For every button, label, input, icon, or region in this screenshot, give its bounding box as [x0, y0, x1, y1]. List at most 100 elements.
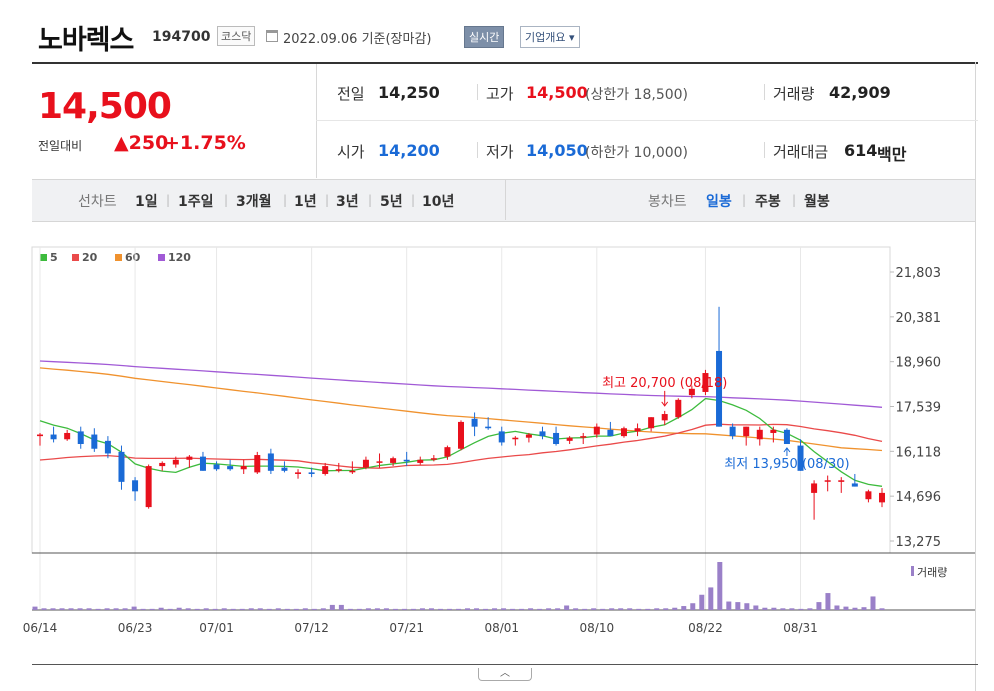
high-value: 14,500	[526, 83, 588, 102]
candle	[118, 445, 125, 490]
candle	[593, 423, 600, 438]
collapse-toggle-button[interactable]: ︿	[478, 668, 532, 681]
candle-body	[50, 434, 57, 440]
period-1d[interactable]: 1일	[135, 194, 158, 210]
candle-body	[716, 350, 723, 427]
candle	[756, 426, 763, 446]
candle	[688, 385, 695, 399]
volume-bar	[870, 596, 876, 610]
volume-bar	[483, 608, 489, 610]
separator: |	[792, 193, 797, 207]
candle-body	[539, 431, 546, 437]
candle-body	[824, 480, 831, 482]
plot-frame	[31, 246, 891, 554]
y-tick-label: 16,118	[896, 445, 942, 460]
volume-bar	[501, 608, 507, 610]
legend-swatch	[115, 254, 122, 261]
candle-body	[145, 466, 152, 508]
volume-bar	[113, 608, 119, 610]
candle-chart-label: 봉차트	[648, 194, 687, 210]
candle	[865, 489, 872, 503]
period-1y[interactable]: 1년	[294, 194, 317, 210]
company-overview-button[interactable]: 기업개요 ▾	[520, 26, 580, 48]
period-3y[interactable]: 3년	[336, 194, 359, 210]
candle	[471, 412, 478, 437]
candle-body	[37, 434, 43, 437]
volume-bar	[167, 608, 173, 610]
candle-body	[865, 491, 872, 500]
candle	[512, 436, 519, 446]
volume-bar	[708, 587, 714, 610]
candle	[444, 445, 451, 460]
volume-bar	[573, 608, 579, 610]
candle-weekly[interactable]: 주봉	[755, 194, 781, 210]
candle	[430, 455, 437, 462]
high-label: 고가	[486, 85, 514, 103]
x-tick-label: 07/21	[389, 621, 424, 635]
volume-bar	[744, 603, 750, 610]
realtime-button[interactable]: 실시간	[464, 26, 505, 48]
volume-bar	[681, 606, 687, 610]
candle-monthly[interactable]: 월봉	[804, 194, 830, 210]
prev-close-label: 전일	[337, 85, 365, 103]
candle-body	[335, 469, 342, 471]
candle	[159, 461, 166, 471]
low-arrowhead	[783, 447, 791, 453]
volume-bar	[519, 608, 525, 610]
volume-bar	[492, 608, 498, 610]
separator	[477, 84, 478, 100]
volume-bar	[861, 607, 867, 610]
legend-ma5: 5	[40, 251, 58, 264]
legend-swatch	[158, 254, 165, 261]
candle-body	[295, 472, 302, 474]
volume-bar	[618, 608, 624, 610]
candle	[50, 426, 57, 443]
volume-bar	[807, 608, 813, 610]
volume-bar	[68, 608, 74, 610]
chart-bottom-border	[32, 664, 978, 665]
candle-body	[770, 429, 777, 433]
period-1w[interactable]: 1주일	[178, 194, 214, 210]
candle-body	[688, 388, 695, 396]
candle-daily[interactable]: 일봉	[706, 194, 732, 210]
candle-body	[661, 414, 668, 421]
volume-bar	[221, 608, 227, 610]
volume-bar	[735, 602, 741, 610]
volume-bar	[59, 608, 65, 610]
volume-bar	[383, 608, 389, 610]
volume-bar	[762, 607, 768, 610]
candle-body	[756, 429, 763, 440]
volume-swatch	[911, 566, 914, 576]
candle	[675, 398, 682, 419]
volume-bar	[474, 608, 480, 610]
volume-bar	[555, 608, 561, 610]
candle-body	[64, 432, 71, 440]
volume-bar	[77, 608, 83, 610]
candle	[390, 456, 397, 467]
separator: |	[325, 193, 330, 207]
separator: |	[742, 193, 747, 207]
volume-bar	[446, 608, 452, 610]
candle-body	[743, 426, 750, 437]
volume-bar	[636, 608, 642, 610]
volume-bar	[879, 608, 885, 610]
candle-body	[77, 431, 84, 445]
volume-bar	[771, 607, 777, 610]
change-value: ▲250	[114, 132, 168, 154]
candle-body	[879, 492, 885, 503]
candle	[335, 462, 342, 473]
candle	[702, 369, 709, 396]
volume-bar	[293, 608, 299, 610]
period-10y[interactable]: 10년	[422, 194, 455, 210]
period-5y[interactable]: 5년	[380, 194, 403, 210]
candle	[308, 467, 315, 478]
legend-ma20: 20	[72, 251, 97, 264]
volume-bar	[780, 608, 786, 610]
volume-bar	[86, 608, 92, 610]
low-value: 14,050	[526, 141, 588, 160]
candle-body	[240, 466, 247, 470]
period-3m[interactable]: 3개월	[236, 194, 272, 210]
candle	[417, 456, 424, 465]
volume-bar	[311, 608, 317, 610]
candle	[879, 488, 885, 508]
